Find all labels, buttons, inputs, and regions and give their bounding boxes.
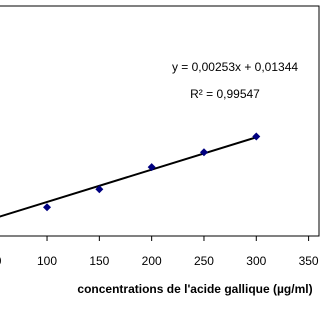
equation: y = 0,00253x + 0,01344 (172, 60, 298, 74)
data-point (43, 203, 52, 212)
data-point (252, 132, 261, 141)
x-tick-label: 350 (299, 254, 319, 268)
x-tick-label: 150 (89, 254, 109, 268)
x-tick-label: 250 (194, 254, 214, 268)
plot-frame (0, 5, 320, 237)
trendline (0, 136, 257, 218)
x-axis-title: concentrations de l'acide gallique (µg/m… (77, 282, 312, 296)
x-tick-label: 50 (0, 254, 2, 268)
data-point (95, 185, 104, 194)
data-point (199, 148, 208, 157)
x-tick-label: 300 (246, 254, 266, 268)
r-squared: R² = 0,99547 (190, 87, 260, 101)
x-tick-label: 100 (37, 254, 57, 268)
x-tick-label: 200 (142, 254, 162, 268)
data-point (147, 163, 156, 172)
